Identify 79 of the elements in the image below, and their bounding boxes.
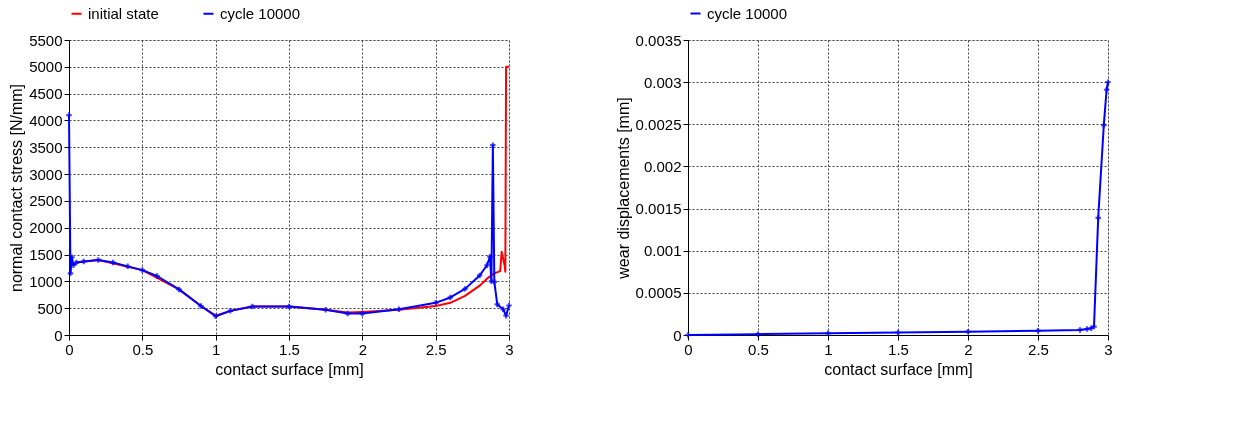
point	[176, 286, 182, 293]
point	[494, 301, 501, 308]
point	[198, 303, 204, 309]
point	[154, 273, 160, 279]
point	[1077, 327, 1083, 333]
y-tick-label: 0.003	[643, 73, 682, 91]
point	[1095, 215, 1101, 221]
legend-label: cycle 10000	[707, 4, 788, 22]
point	[249, 303, 256, 310]
point	[825, 330, 831, 337]
point	[432, 300, 439, 306]
y-tick-label: 5000	[29, 58, 63, 76]
point	[1101, 122, 1107, 128]
y-tick-label: 0.001	[643, 242, 682, 260]
y-tick-label: 2500	[29, 192, 63, 210]
point	[462, 286, 468, 292]
x-tick-label: 1.5	[279, 340, 300, 358]
y-tick-label: 1000	[29, 272, 63, 290]
x-tick-label: 1.5	[888, 340, 909, 358]
point	[80, 258, 87, 265]
y-tick-label: 0.0015	[635, 200, 682, 218]
x-tick-label: 3	[1104, 340, 1113, 358]
point	[359, 310, 366, 317]
x-tick-label: 2	[964, 340, 973, 358]
point	[476, 272, 483, 279]
x-tick-label: 0	[684, 340, 693, 358]
point	[69, 254, 75, 260]
point	[447, 294, 454, 301]
y-tick-label: 500	[37, 299, 63, 317]
y-tick-label: 0	[673, 326, 682, 344]
x-tick-label: 1	[211, 340, 221, 358]
y-tick-label: 2000	[29, 219, 63, 237]
x-tick-label: 2	[358, 340, 368, 358]
y-tick-label: 1500	[29, 246, 63, 264]
point	[490, 142, 496, 148]
point	[139, 267, 146, 273]
y-tick-label: 5500	[29, 31, 63, 49]
point	[506, 302, 512, 309]
x-tick-label: 1	[824, 340, 833, 358]
legend-label: cycle 10000	[220, 4, 301, 22]
point	[484, 262, 490, 269]
point	[66, 112, 72, 118]
y-tick-label: 3500	[29, 138, 63, 156]
y-axis-title: normal contact stress [N/mm]	[8, 83, 26, 293]
y-axis-title: wear displacements [mm]	[614, 97, 632, 280]
point	[344, 310, 351, 317]
point	[1105, 79, 1111, 85]
x-tick-label: 2.5	[1028, 340, 1049, 358]
point	[322, 307, 329, 313]
y-tick-label: 4500	[29, 85, 63, 103]
y-tick-label: 0.0005	[635, 284, 682, 302]
point	[227, 308, 234, 314]
point	[95, 257, 102, 263]
y-tick-label: 0.0025	[635, 115, 682, 133]
x-tick-label: 3	[505, 340, 514, 358]
point	[212, 313, 219, 319]
legend-label: initial state	[88, 4, 159, 22]
point	[895, 329, 901, 336]
point	[110, 259, 116, 266]
y-tick-label: 0	[54, 326, 63, 344]
point	[1035, 328, 1041, 334]
point	[503, 312, 509, 319]
point	[487, 253, 493, 260]
x-tick-label: 0.5	[748, 340, 769, 358]
y-tick-label: 0.002	[643, 157, 682, 175]
y-tick-label: 0.0035	[635, 31, 682, 49]
y-tick-label: 3000	[29, 165, 63, 183]
point	[500, 306, 506, 312]
x-tick-label: 0	[65, 340, 74, 358]
x-axis-title: contact surface [mm]	[824, 360, 973, 378]
y-tick-label: 4000	[29, 111, 63, 129]
x-axis-title: contact surface [mm]	[215, 360, 364, 378]
point	[965, 328, 971, 335]
x-tick-label: 2.5	[425, 340, 447, 358]
point	[286, 303, 292, 310]
x-tick-label: 0.5	[132, 340, 154, 358]
point	[396, 306, 402, 312]
point	[67, 270, 74, 277]
point	[755, 331, 761, 337]
